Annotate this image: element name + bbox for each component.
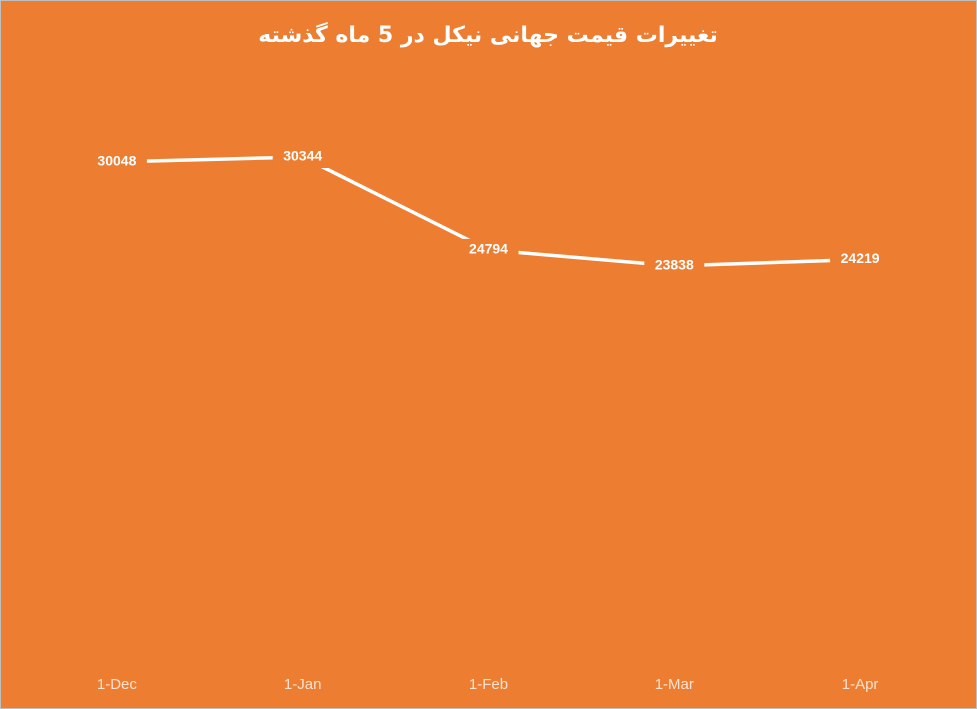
x-tick-label: 1-Feb bbox=[469, 676, 508, 693]
x-tick-label: 1-Dec bbox=[97, 676, 138, 693]
label-box bbox=[86, 150, 147, 173]
chart-title: تغییرات قیمت جهانی نیکل در 5 ماه گذشته bbox=[258, 21, 717, 48]
label-box bbox=[644, 254, 705, 277]
label-box bbox=[830, 248, 891, 271]
label-box bbox=[458, 238, 519, 261]
data-label: 30344 bbox=[283, 148, 322, 164]
data-label: 24219 bbox=[841, 250, 880, 266]
x-tick-label: 1-Mar bbox=[655, 676, 694, 693]
data-label: 30048 bbox=[97, 153, 136, 169]
data-label: 23838 bbox=[655, 257, 694, 273]
x-tick-label: 1-Apr bbox=[842, 676, 879, 693]
data-label: 24794 bbox=[469, 241, 508, 257]
x-tick-label: 1-Jan bbox=[284, 676, 322, 693]
label-box bbox=[272, 146, 333, 168]
